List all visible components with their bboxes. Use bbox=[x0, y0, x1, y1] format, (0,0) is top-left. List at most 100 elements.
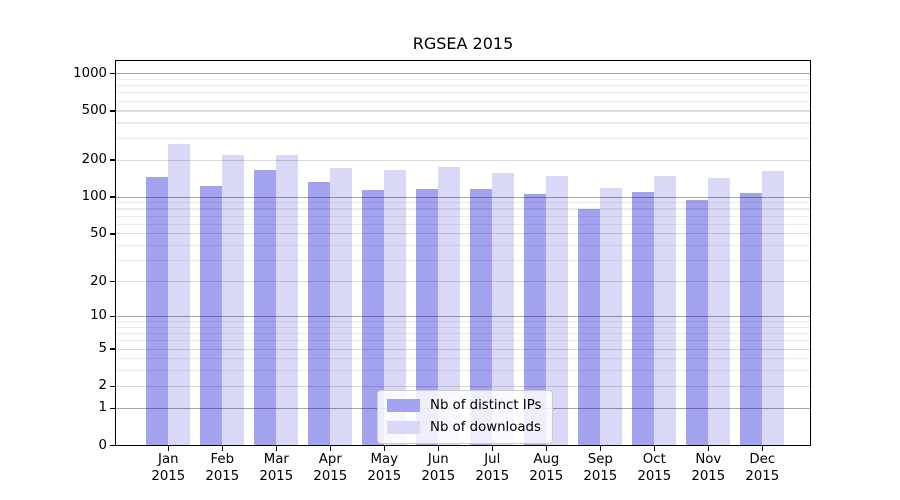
x-tick-month: Jul bbox=[484, 452, 501, 467]
x-tick-year: 2015 bbox=[421, 469, 456, 484]
x-tick-month: Oct bbox=[642, 452, 666, 467]
y-tick-mark bbox=[110, 196, 115, 198]
bar-ips-may bbox=[362, 189, 385, 446]
x-tick-year: 2015 bbox=[367, 469, 402, 484]
bar-ips-oct bbox=[632, 192, 655, 446]
gridline-minor bbox=[115, 358, 811, 360]
y-tick-label: 2 bbox=[98, 378, 107, 394]
gridline-minor bbox=[115, 122, 811, 124]
bar-downloads-mar bbox=[276, 154, 299, 446]
x-tick-year: 2015 bbox=[475, 469, 510, 484]
gridline-minor bbox=[115, 215, 811, 217]
legend-swatch-distinct-ips bbox=[387, 399, 420, 412]
x-tick-mark bbox=[707, 446, 709, 451]
x-tick-mark bbox=[761, 446, 763, 451]
x-tick-label: Oct 2015 bbox=[622, 451, 686, 485]
x-tick-month: Jun bbox=[427, 452, 449, 467]
x-tick-month: Dec bbox=[749, 452, 776, 467]
legend: Nb of distinct IPs Nb of downloads bbox=[377, 390, 554, 444]
x-tick-year: 2015 bbox=[259, 469, 294, 484]
gridline bbox=[115, 348, 811, 350]
gridline bbox=[115, 110, 811, 112]
x-tick-label: Mar 2015 bbox=[244, 451, 308, 485]
y-tick-mark bbox=[110, 73, 115, 75]
y-tick-label: 5 bbox=[98, 341, 107, 357]
gridline-minor bbox=[115, 202, 811, 204]
x-tick-label: Sep 2015 bbox=[568, 451, 632, 485]
x-tick-mark bbox=[491, 446, 493, 451]
y-tick-label: 500 bbox=[81, 102, 107, 118]
gridline-minor bbox=[115, 370, 811, 372]
x-tick-label: Apr 2015 bbox=[298, 451, 362, 485]
bar-downloads-apr bbox=[330, 168, 353, 446]
gridline-minor bbox=[115, 321, 811, 323]
x-tick-label: Feb 2015 bbox=[190, 451, 254, 485]
x-tick-mark bbox=[383, 446, 385, 451]
x-tick-year: 2015 bbox=[745, 469, 780, 484]
x-tick-label: Jan 2015 bbox=[136, 451, 200, 485]
legend-label-distinct-ips: Nb of distinct IPs bbox=[430, 398, 542, 413]
y-tick-label: 1 bbox=[98, 400, 107, 416]
bar-ips-apr bbox=[308, 182, 331, 446]
x-tick-year: 2015 bbox=[583, 469, 618, 484]
bar-downloads-jun bbox=[438, 166, 461, 446]
gridline-minor bbox=[115, 85, 811, 87]
gridline-minor bbox=[115, 333, 811, 335]
y-tick-mark bbox=[110, 110, 115, 112]
x-tick-label: Jun 2015 bbox=[406, 451, 470, 485]
gridline-major bbox=[115, 196, 811, 198]
gridline-major bbox=[115, 73, 811, 75]
bar-ips-sep bbox=[578, 209, 601, 446]
x-tick-month: Apr bbox=[318, 452, 342, 467]
x-tick-month: May bbox=[370, 452, 399, 467]
x-tick-label: Nov 2015 bbox=[676, 451, 740, 485]
x-tick-label: Aug 2015 bbox=[514, 451, 578, 485]
plot-area: Nb of distinct IPs Nb of downloads bbox=[115, 60, 811, 446]
x-tick-mark bbox=[275, 446, 277, 451]
x-tick-mark bbox=[653, 446, 655, 451]
gridline-minor bbox=[115, 78, 811, 80]
bar-downloads-aug bbox=[546, 175, 569, 446]
x-tick-mark bbox=[221, 446, 223, 451]
gridline-major bbox=[115, 315, 811, 317]
x-tick-label: Jul 2015 bbox=[460, 451, 524, 485]
gridline bbox=[115, 281, 811, 283]
bar-ips-nov bbox=[686, 199, 709, 446]
bar-downloads-oct bbox=[654, 175, 677, 446]
bar-downloads-dec bbox=[762, 170, 785, 446]
gridline-minor bbox=[115, 223, 811, 225]
bar-downloads-jan bbox=[168, 144, 191, 446]
x-tick-year: 2015 bbox=[151, 469, 186, 484]
bar-ips-dec bbox=[740, 192, 763, 446]
y-tick-mark bbox=[110, 444, 115, 447]
gridline-minor bbox=[115, 100, 811, 102]
gridline-minor bbox=[115, 245, 811, 247]
x-tick-month: Sep bbox=[587, 452, 613, 467]
y-tick-label: 1000 bbox=[73, 65, 107, 81]
bar-ips-feb bbox=[200, 186, 223, 446]
y-tick-mark bbox=[110, 280, 115, 283]
y-tick-label: 10 bbox=[90, 308, 107, 324]
bar-downloads-sep bbox=[600, 187, 623, 446]
bar-ips-jan bbox=[146, 177, 169, 446]
bar-downloads-may bbox=[384, 170, 407, 446]
x-tick-month: Jan bbox=[158, 452, 179, 467]
x-tick-label: Dec 2015 bbox=[730, 451, 794, 485]
y-tick-mark bbox=[110, 348, 115, 350]
gridline bbox=[115, 159, 811, 161]
y-tick-mark bbox=[110, 233, 115, 235]
legend-label-downloads: Nb of downloads bbox=[430, 420, 541, 435]
x-tick-year: 2015 bbox=[529, 469, 564, 484]
y-tick-mark bbox=[110, 315, 115, 318]
legend-item-downloads: Nb of downloads bbox=[387, 420, 541, 435]
y-tick-mark bbox=[110, 407, 115, 409]
x-tick-mark bbox=[545, 446, 547, 451]
bar-ips-jun bbox=[416, 188, 439, 446]
bar-ips-mar bbox=[254, 169, 277, 446]
gridline bbox=[115, 233, 811, 235]
x-tick-mark bbox=[599, 446, 601, 451]
x-tick-month: Feb bbox=[210, 452, 235, 467]
y-tick-mark bbox=[110, 385, 115, 388]
legend-swatch-downloads bbox=[387, 421, 420, 434]
